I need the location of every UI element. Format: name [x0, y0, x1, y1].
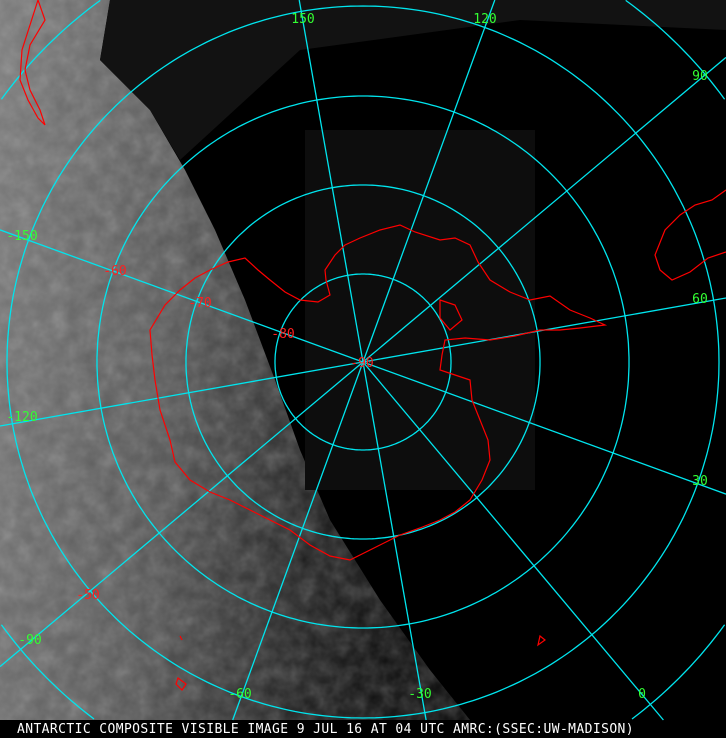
longitude-label: 0	[638, 687, 646, 702]
coastline-segment	[537, 634, 546, 647]
meridian-line	[0, 229, 364, 363]
meridian-line	[0, 361, 364, 427]
image-caption: ANTARCTIC COMPOSITE VISIBLE IMAGE 9 JUL …	[0, 722, 726, 738]
longitude-label: -120	[6, 410, 37, 425]
longitude-label: -90	[18, 633, 41, 648]
meridian-line	[362, 361, 427, 721]
latitude-label: -90	[350, 356, 373, 371]
latitude-circle	[625, 0, 726, 100]
longitude-label: -30	[408, 687, 431, 702]
coastline-segment	[654, 189, 726, 281]
longitude-label: 60	[692, 292, 708, 307]
longitude-label: -60	[228, 687, 251, 702]
latitude-circle	[274, 273, 452, 451]
coastline-segment	[179, 635, 183, 641]
longitude-label: 90	[692, 69, 708, 84]
longitude-label: -150	[6, 229, 37, 244]
coastline	[19, 0, 726, 691]
meridian-line	[232, 361, 364, 721]
satellite-imagery	[0, 0, 726, 720]
meridian-line	[0, 361, 364, 668]
grid-labels: 150 120 90 60 30 0 -30 -60 -90 -120 -150 -50 -60 -70 -…	[6, 12, 707, 702]
meridian-line	[362, 361, 664, 721]
latitude-circle	[6, 5, 720, 719]
coastline-segment	[439, 299, 463, 331]
latitude-label: -80	[271, 327, 294, 342]
latitude-circle	[185, 184, 541, 540]
longitude-lines	[0, 0, 726, 721]
latitude-circle	[631, 624, 726, 720]
longitude-label: 150	[291, 12, 314, 27]
map-canvas: 150 120 90 60 30 0 -30 -60 -90 -120 -150 -50 -60 -70 -…	[0, 0, 726, 721]
coastline-segment	[149, 224, 608, 561]
coastline-segment	[175, 677, 187, 691]
latitude-circles	[0, 0, 726, 720]
meridian-line	[362, 0, 496, 363]
meridian-line	[298, 0, 364, 363]
latitude-label: -70	[188, 296, 211, 311]
longitude-label: 120	[473, 12, 496, 27]
coastline-segment	[19, 0, 46, 126]
latitude-circle	[0, 624, 95, 720]
meridian-line	[362, 56, 726, 363]
latitude-circle	[96, 95, 630, 629]
latitude-label: -60	[103, 264, 126, 279]
meridian-line	[362, 361, 726, 495]
latitude-label: -50	[76, 588, 99, 603]
longitude-label: 30	[692, 474, 708, 489]
latitude-circle	[0, 0, 101, 100]
